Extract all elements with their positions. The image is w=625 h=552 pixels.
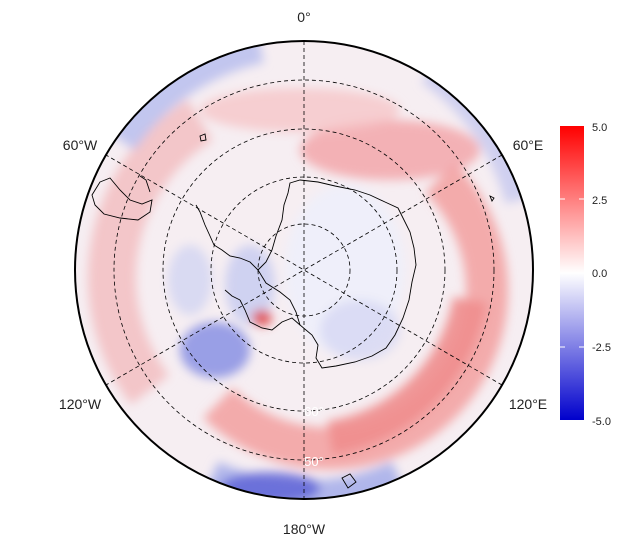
- colorbar-tick-min: -5.0: [592, 416, 611, 428]
- colorbar: 5.0 2.5 0.0 -2.5 -5.0: [560, 122, 611, 428]
- meridian-60: [105, 154, 503, 386]
- lon-label-60e: 60°E: [513, 137, 544, 153]
- colorbar-tick-0: 0.0: [592, 268, 607, 280]
- lon-label-60w: 60°W: [63, 137, 98, 153]
- latitude-labels: 60° 50°: [304, 404, 324, 469]
- lat-label-50: 50°: [304, 454, 324, 469]
- graticule: [105, 41, 503, 499]
- longitude-labels: 0° 60°E 120°E 180°W 120°W 60°W: [59, 9, 547, 537]
- lat-label-60: 60°: [304, 404, 324, 419]
- coastline: [91, 133, 495, 489]
- colorbar-tick-neg-2-5: -2.5: [592, 342, 611, 354]
- meridian-120: [105, 154, 503, 386]
- latitude-circle-60: [162, 128, 446, 412]
- map-boundary: [74, 40, 534, 500]
- lon-label-120w: 120°W: [59, 396, 102, 412]
- lon-label-120e: 120°E: [509, 396, 547, 412]
- lon-label-0: 0°: [297, 9, 310, 25]
- colorbar-tick-max: 5.0: [592, 122, 607, 134]
- colorbar-tick-2-5: 2.5: [592, 195, 607, 207]
- lon-label-180w: 180°W: [283, 521, 326, 537]
- latitude-circle-50: [113, 79, 495, 461]
